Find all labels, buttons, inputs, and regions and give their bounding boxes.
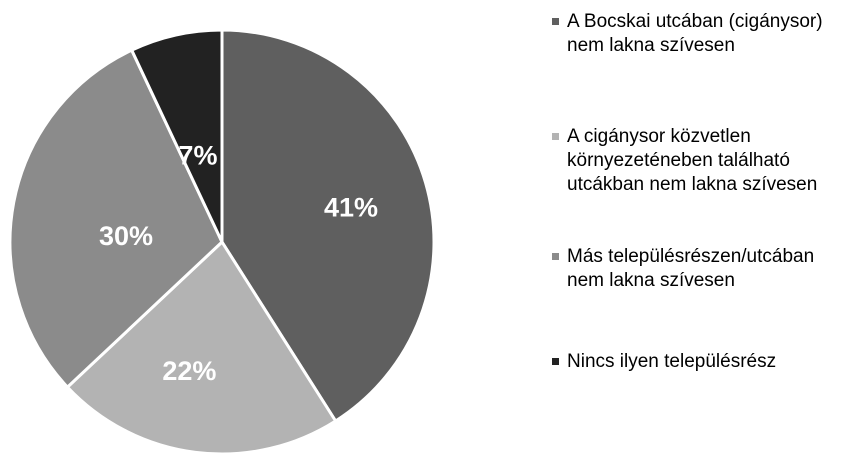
- pie-slices: [8, 28, 436, 453]
- pie-slice-kornyezet: [65, 239, 338, 453]
- slice-label-kornyezet: 22%: [162, 356, 216, 386]
- pie-labels: 41% 22% 30% 7%: [99, 141, 378, 386]
- slice-label-mas: 30%: [99, 221, 153, 251]
- legend-swatch-kornyezet: [552, 133, 559, 140]
- legend-item-bocskai: A Bocskai utcában (cigánysor) nem lakna …: [552, 10, 841, 58]
- slice-label-bocskai: 41%: [324, 193, 378, 223]
- legend-label-nincs: Nincs ilyen településrész: [567, 351, 777, 372]
- slice-label-nincs: 7%: [178, 141, 217, 171]
- legend-label-bocskai: A Bocskai utcában (cigánysor) nem lakna …: [567, 11, 823, 56]
- legend-item-kornyezet: A cigánysor közvetlen környezeténeben ta…: [552, 125, 841, 197]
- legend-swatch-mas: [552, 253, 559, 260]
- pie-slice-nincs: [129, 28, 224, 243]
- legend-swatch-nincs: [552, 358, 559, 365]
- legend-swatch-bocskai: [552, 18, 559, 25]
- legend-label-mas: Más településrészen/utcában nem lakna sz…: [567, 246, 815, 291]
- legend-item-nincs: Nincs ilyen településrész: [552, 350, 841, 374]
- legend-item-mas: Más településrészen/utcában nem lakna sz…: [552, 245, 841, 293]
- pie-slice-mas: [8, 48, 224, 390]
- legend-label-kornyezet: A cigánysor közvetlen környezeténeben ta…: [567, 126, 818, 195]
